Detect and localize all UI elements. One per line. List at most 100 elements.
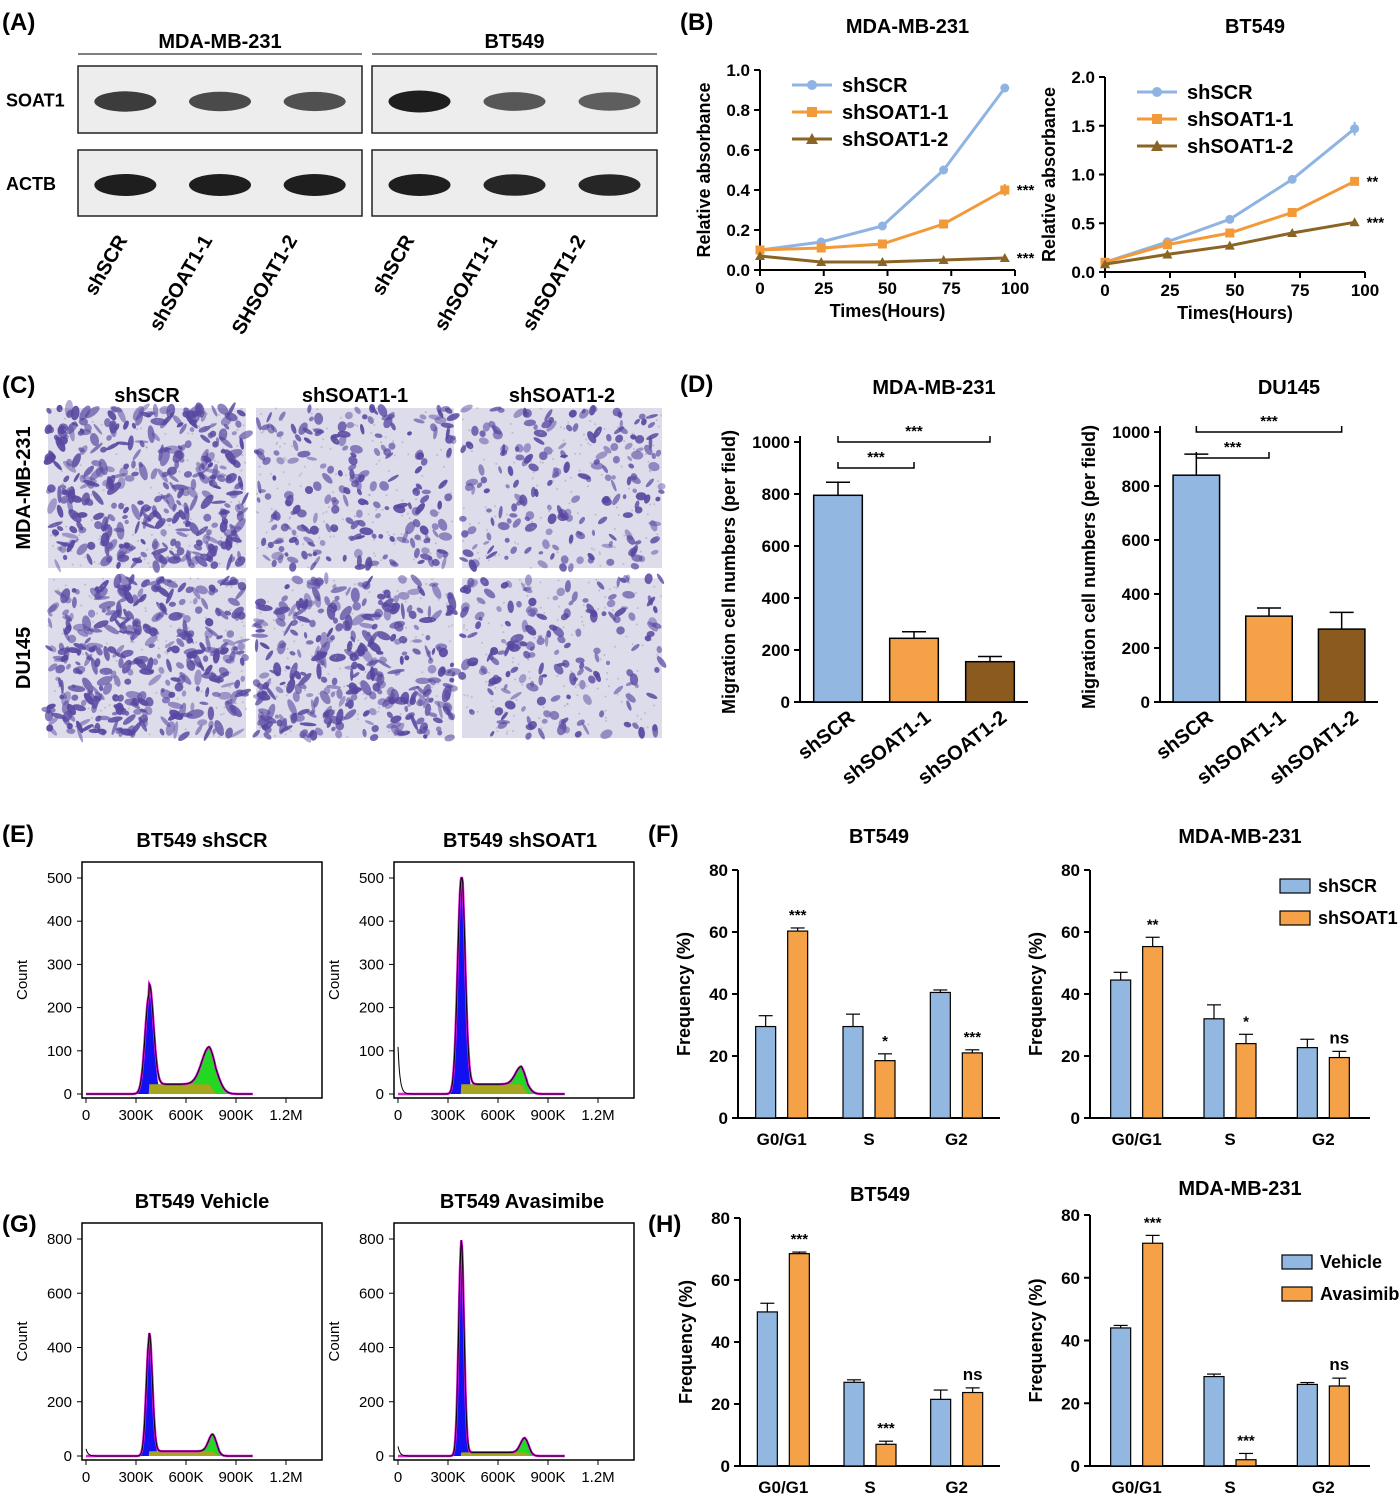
membrane-pore [640,718,643,721]
cell-stain [483,488,490,494]
cell-stain [303,437,312,444]
membrane-pore [447,456,450,459]
membrane-pore [153,477,156,480]
cell-stain [336,688,343,699]
membrane-pore [495,676,498,679]
cell-stain [289,562,297,572]
x-tick-label: 900K [530,1107,565,1124]
s-phase-area [398,1084,565,1094]
membrane-pore [635,721,638,724]
y-tick-label: 40 [1061,985,1080,1004]
membrane-pore [144,609,147,612]
membrane-pore [502,631,505,634]
bar [1244,615,1294,703]
membrane-pore [178,470,181,473]
membrane-pore [381,653,384,656]
cell-stain [306,693,314,698]
cell-stain [615,434,624,443]
bar [961,1052,983,1119]
cell-stain [117,694,124,702]
membrane-pore [234,702,237,705]
cell-stain [342,620,351,632]
membrane-pore [644,453,647,456]
cell-stain [544,634,549,647]
membrane-pore [167,482,170,485]
cell-stain [238,430,253,440]
cell-stain [510,691,522,700]
membrane-pore [189,629,192,632]
cell-stain [631,643,640,652]
cell-stain [93,620,109,629]
membrane-pore [48,524,51,527]
cell-stain [590,462,604,470]
micrograph [41,573,252,743]
cell-stain [351,613,367,626]
membrane-pore [140,427,143,430]
cell-stain [651,452,657,460]
cell-stain [140,551,148,558]
membrane-pore [448,625,451,628]
chart-title: BT549 [849,826,909,848]
cell-stain [547,504,552,511]
cell-stain [564,508,572,516]
cell-stain [59,544,67,553]
cell-stain [256,450,266,461]
cell-stain [486,532,492,541]
membrane-pore [496,711,499,714]
cell-stain [65,663,72,670]
significance-mark: ** [1367,173,1379,190]
cell-stain [131,503,141,521]
membrane-pore [524,463,527,466]
cell-stain [171,484,189,491]
cell-stain [574,731,582,738]
membrane-pore [136,428,139,431]
cell-stain [255,417,262,431]
cell-stain [337,470,343,477]
y-tick-label: 60 [1061,1269,1080,1288]
cell-stain [608,611,616,621]
membrane-pore [272,619,275,622]
membrane-pore [514,541,517,544]
cell-stain [420,458,428,466]
cell-stain [635,447,644,452]
y-axis-label: Frequency (%) [1026,932,1046,1056]
membrane-pore [530,520,533,523]
membrane-pore [201,454,204,457]
cell-stain [575,628,582,637]
membrane-pore [55,671,58,674]
membrane-pore [140,648,143,651]
cell-stain [205,468,221,474]
bar [1142,1242,1164,1467]
membrane-pore [502,601,505,604]
cell-stain [354,406,361,414]
cell-stain [331,677,338,686]
cell-stain [48,663,58,672]
membrane-pore [581,620,584,623]
membrane-pore [123,503,126,506]
cell-stain [588,675,596,684]
g1-phase-area [86,993,253,1094]
membrane-pore [255,510,258,513]
membrane-pore [71,563,74,566]
bar [842,1025,864,1119]
membrane-pore [134,626,137,629]
cell-stain [107,482,122,495]
membrane-pore [96,612,98,615]
cell-stain [152,658,159,666]
membrane-pore [89,689,92,691]
cell-stain [536,637,545,646]
cell-stain [647,595,653,606]
significance-mark: ** [1147,916,1159,933]
cell-stain [124,698,138,706]
membrane-pore [517,520,520,522]
cell-stain [417,585,426,596]
cell-stain [156,586,170,598]
cell-stain [214,720,225,737]
cell-stain [414,689,427,701]
cell-stain [87,481,95,489]
image-row-label: MDA-MB-231 [13,426,35,549]
membrane-pore [332,603,335,606]
y-axis-label: Count [14,959,31,1000]
cell-stain [449,677,455,683]
membrane-pore [506,730,509,733]
